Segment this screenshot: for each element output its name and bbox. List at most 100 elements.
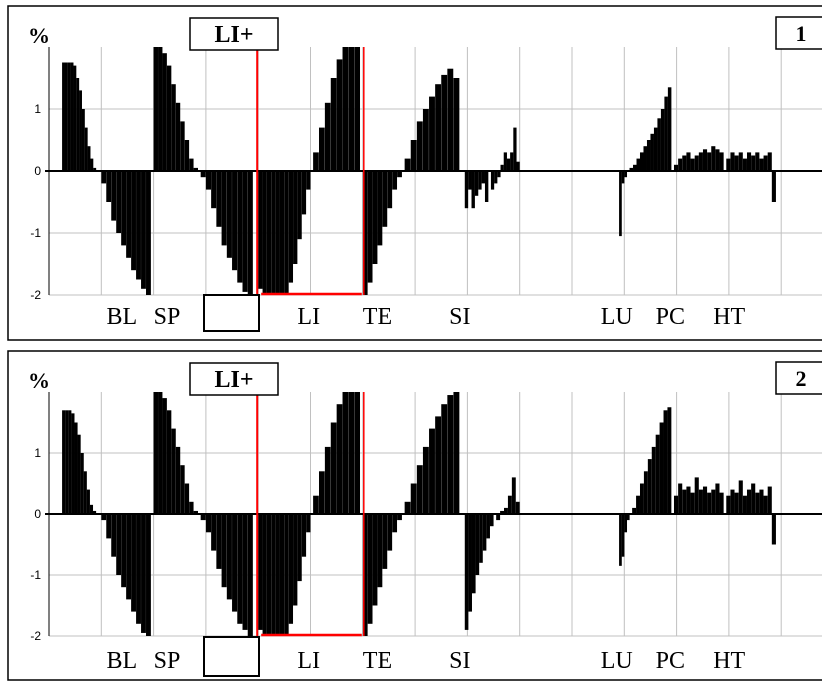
bar-sp xyxy=(216,514,222,569)
bar-sp xyxy=(211,514,217,551)
bar-bl xyxy=(81,109,85,171)
bar-si xyxy=(464,514,469,630)
bar-bl xyxy=(146,514,151,636)
bar-li xyxy=(293,514,298,606)
bar-pc xyxy=(707,152,712,171)
bar-li xyxy=(284,171,289,295)
bar-lu xyxy=(639,483,644,514)
bar-li xyxy=(342,47,349,171)
y-tick-label: -1 xyxy=(30,226,41,240)
bar-pc xyxy=(686,152,691,171)
bar-bl xyxy=(141,171,146,289)
bar-sp xyxy=(205,171,212,190)
bar-ht xyxy=(726,158,731,171)
bar-pc xyxy=(702,149,708,171)
bar-sp xyxy=(175,446,181,514)
bar-pc xyxy=(673,164,679,171)
bar-pc xyxy=(673,495,679,514)
bar-bl xyxy=(126,514,132,600)
bar-bl xyxy=(92,510,97,514)
bar-pc xyxy=(719,152,724,171)
bar-te xyxy=(435,416,442,514)
bar-te xyxy=(362,514,368,636)
bar-bl xyxy=(79,90,82,171)
bar-bl xyxy=(121,514,127,588)
group-label-si: SI xyxy=(449,648,470,674)
bar-bl xyxy=(101,171,107,184)
bar-bl xyxy=(87,146,91,171)
bar-lu xyxy=(653,127,658,171)
bar-bl xyxy=(116,171,122,233)
bar-ht xyxy=(763,155,768,171)
bar-sp xyxy=(237,514,243,624)
bar-sp xyxy=(184,483,190,514)
bar-sp xyxy=(242,514,248,630)
y-unit-label: % xyxy=(28,368,50,393)
bar-sp xyxy=(162,53,167,172)
bar-lu xyxy=(639,152,644,171)
bar-si xyxy=(468,171,472,190)
group-label-ht: HT xyxy=(713,304,745,330)
bar-te xyxy=(441,404,448,514)
bar-lu xyxy=(643,471,648,514)
bar-li xyxy=(258,171,263,289)
bar-pc xyxy=(682,489,687,514)
bar-pc xyxy=(702,486,708,514)
bar-li xyxy=(336,59,343,171)
group-label-pc: PC xyxy=(656,304,685,330)
bar-li xyxy=(266,171,272,295)
bar-sp xyxy=(189,158,194,171)
bar-te xyxy=(372,514,378,606)
bar-ht xyxy=(738,152,743,171)
bar-bl xyxy=(93,167,97,171)
bar-lu xyxy=(624,171,628,178)
bar-te xyxy=(392,171,398,190)
bar-li xyxy=(313,495,319,514)
bar-te xyxy=(441,74,448,171)
bar-ht xyxy=(767,486,772,514)
bar-si xyxy=(478,171,482,190)
bar-li xyxy=(279,171,285,295)
bar-si xyxy=(471,514,476,594)
bar-pc xyxy=(711,146,716,171)
bar-sp xyxy=(153,392,158,514)
bar-si xyxy=(481,171,485,184)
panel-number-box xyxy=(775,361,822,395)
bar-pc xyxy=(698,152,703,171)
bar-si xyxy=(500,510,504,514)
bar-sp xyxy=(175,102,181,171)
bar-si xyxy=(504,507,508,514)
bar-bl xyxy=(131,514,136,612)
bar-te xyxy=(422,109,429,171)
bar-li xyxy=(348,47,355,171)
bar-li xyxy=(271,171,276,295)
bar-ht xyxy=(763,495,768,514)
bar-sp xyxy=(232,171,238,271)
bar-lu xyxy=(621,171,625,184)
bar-sp xyxy=(166,65,172,171)
bar-ht xyxy=(751,483,756,514)
bar-pc xyxy=(715,483,720,514)
bar-si xyxy=(484,171,489,202)
bar-bl xyxy=(80,453,84,514)
bar-li xyxy=(279,514,285,636)
bar-bl xyxy=(136,514,141,624)
bar-lu xyxy=(632,507,637,514)
bar-ht xyxy=(734,492,739,514)
bar-si xyxy=(511,477,516,514)
bar-lu xyxy=(657,118,661,171)
y-unit-label: % xyxy=(28,23,50,48)
bar-bl xyxy=(111,171,117,221)
bar-li xyxy=(342,392,349,514)
bar-te xyxy=(382,514,388,569)
bar-bl xyxy=(146,171,151,295)
bar-sp xyxy=(237,171,243,283)
bar-ht xyxy=(742,495,747,514)
bar-ht xyxy=(759,158,764,171)
highlight-label: LI+ xyxy=(214,22,253,48)
bar-bl xyxy=(106,171,112,202)
highlight-group-box xyxy=(203,294,260,332)
bar-lu xyxy=(647,459,652,514)
bar-li xyxy=(262,171,267,295)
group-label-sp: SP xyxy=(154,304,181,330)
